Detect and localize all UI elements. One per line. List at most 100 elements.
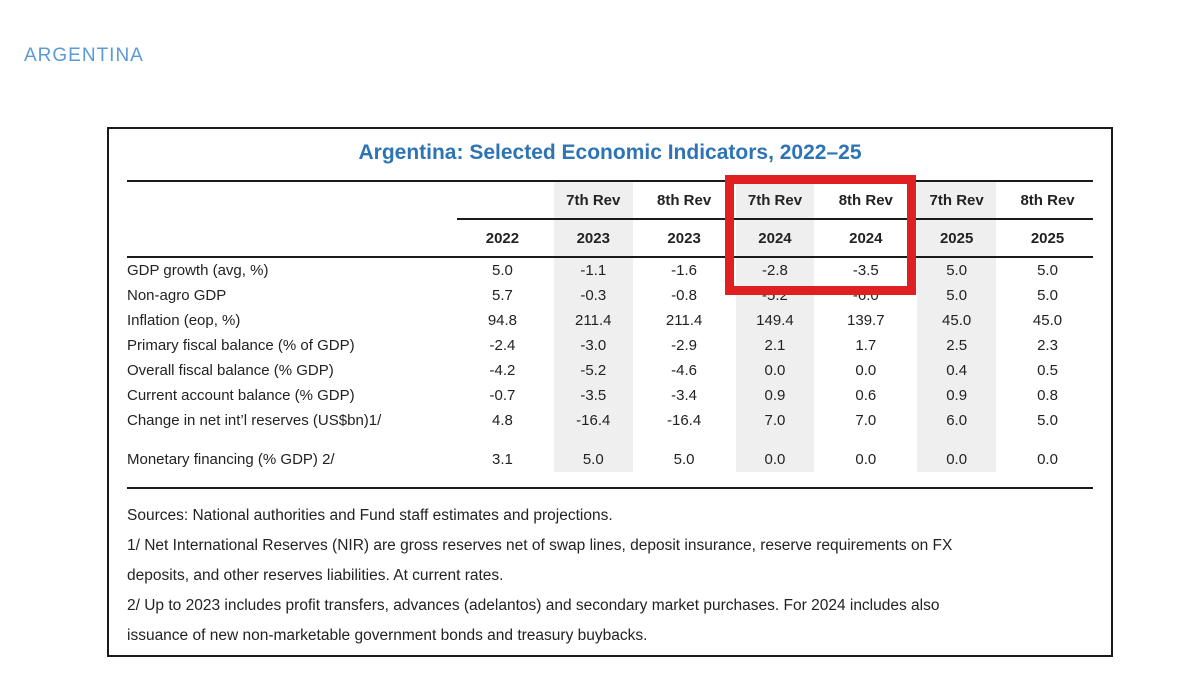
footnote-1-line-1: 1/ Net International Reserves (NIR) are … <box>127 537 953 554</box>
table-cell: 0.9 <box>911 383 1003 408</box>
economic-indicators-table: 7th Rev 8th Rev 7th Rev 8th Rev 7th Rev … <box>127 180 1093 489</box>
table-row: Overall fiscal balance (% GDP) -4.2 -5.2… <box>127 358 1093 383</box>
table-cell: -4.6 <box>671 362 698 379</box>
header-blank-cell <box>127 181 457 219</box>
table-cell: 5.0 <box>1037 262 1058 279</box>
table-cell: 0.0 <box>729 358 821 383</box>
page-title: ARGENTINA <box>24 45 144 66</box>
table-cell: 149.4 <box>729 308 821 333</box>
table-cell: -3.4 <box>671 387 698 404</box>
table-cell: 211.4 <box>665 312 703 329</box>
table-cell: -1.1 <box>547 257 639 283</box>
table-cell: 0.8 <box>1037 387 1058 404</box>
row-label: GDP growth (avg, %) <box>127 262 269 279</box>
table-cell: 1.7 <box>855 337 877 354</box>
table-row: GDP growth (avg, %) 5.0 -1.1 -1.6 -2.8 -… <box>127 257 1093 283</box>
table-cell: 5.0 <box>1037 287 1058 304</box>
table-row: Monetary financing (% GDP) 2/ 3.1 5.0 5.… <box>127 447 1093 472</box>
row-label: Current account balance (% GDP) <box>127 387 355 404</box>
header-year-cell: 2023 <box>638 219 730 258</box>
table-cell: -1.6 <box>671 262 698 279</box>
header-year-cell: 2024 <box>820 219 912 258</box>
table-cell: -5.2 <box>547 358 639 383</box>
row-label: Non-agro GDP <box>127 287 227 304</box>
spacer-row <box>127 433 1093 447</box>
header-rev-cell: 7th Rev <box>547 181 639 220</box>
header-rev-cell: 8th Rev <box>638 181 730 220</box>
footnote-1-line-2: deposits, and other reserves liabilities… <box>127 567 504 584</box>
table-cell: 2.3 <box>1037 337 1058 354</box>
footnotes: Sources: National authorities and Fund s… <box>127 501 1093 651</box>
row-label: Inflation (eop, %) <box>127 312 241 329</box>
table-cell: 5.0 <box>673 451 695 468</box>
header-rev-cell <box>457 181 548 220</box>
header-year-cell: 2025 <box>911 219 1003 258</box>
table-cell: 5.0 <box>491 262 513 279</box>
table-cell: 45.0 <box>911 308 1003 333</box>
row-label: Primary fiscal balance (% of GDP) <box>127 337 355 354</box>
table-cell: 6.0 <box>911 408 1003 433</box>
table-row: Current account balance (% GDP) -0.7 -3.… <box>127 383 1093 408</box>
table-row: Non-agro GDP 5.7 -0.3 -0.8 -5.2 -6.0 5.0… <box>127 283 1093 308</box>
table-cell: -16.4 <box>547 408 639 433</box>
table-cell: 139.7 <box>847 312 885 329</box>
table-cell: -5.2 <box>729 283 821 308</box>
table-header-year-row: 2022 2023 2023 2024 2024 2025 2025 <box>127 219 1093 258</box>
table-cell: 3.1 <box>491 451 513 468</box>
table-cell: 5.0 <box>911 283 1003 308</box>
table-cell: -6.0 <box>852 287 879 304</box>
table-cell: 0.0 <box>911 447 1003 472</box>
table-cell: 0.9 <box>729 383 821 408</box>
table-cell: 0.6 <box>855 387 877 404</box>
table-header-rev-row: 7th Rev 8th Rev 7th Rev 8th Rev 7th Rev … <box>127 181 1093 220</box>
table-cell: 211.4 <box>547 308 639 333</box>
indicators-table-container: Argentina: Selected Economic Indicators,… <box>107 127 1113 657</box>
table-cell: 2.5 <box>911 333 1003 358</box>
source-note: Sources: National authorities and Fund s… <box>127 507 613 524</box>
header-rev-cell: 7th Rev <box>911 181 1003 220</box>
table-cell: -0.8 <box>671 287 698 304</box>
bottom-rule-row <box>127 472 1093 489</box>
table-cell: -3.0 <box>547 333 639 358</box>
table-cell: 0.4 <box>911 358 1003 383</box>
table-cell: 0.0 <box>729 447 821 472</box>
table-cell: -2.8 <box>729 257 821 283</box>
table-cell: 0.5 <box>1037 362 1058 379</box>
table-row: Inflation (eop, %) 94.8 211.4 211.4 149.… <box>127 308 1093 333</box>
table-cell: 7.0 <box>729 408 821 433</box>
header-year-cell: 2025 <box>1002 219 1093 258</box>
footnote-2-line-2: issuance of new non-marketable governmen… <box>127 627 648 644</box>
row-label: Change in net int’l reserves (US$bn)1/ <box>127 412 382 429</box>
table-cell: -4.2 <box>489 362 516 379</box>
table-cell: -3.5 <box>852 262 879 279</box>
table-cell: 2.1 <box>729 333 821 358</box>
row-label: Overall fiscal balance (% GDP) <box>127 362 334 379</box>
table-cell: 0.0 <box>1037 451 1058 468</box>
table-cell: -16.4 <box>667 412 702 429</box>
header-rev-cell: 8th Rev <box>1002 181 1093 220</box>
table-cell: 7.0 <box>855 412 877 429</box>
header-year-cell: 2022 <box>457 219 548 258</box>
table-cell: 5.0 <box>1037 412 1058 429</box>
table-cell: -3.5 <box>547 383 639 408</box>
header-year-cell: 2024 <box>729 219 821 258</box>
table-cell: -0.7 <box>489 387 516 404</box>
header-rev-cell: 8th Rev <box>820 181 912 220</box>
table-cell: -2.9 <box>671 337 698 354</box>
table-title: Argentina: Selected Economic Indicators,… <box>358 141 862 164</box>
header-year-cell: 2023 <box>547 219 639 258</box>
table-cell: -0.3 <box>547 283 639 308</box>
header-rev-cell: 7th Rev <box>729 181 821 220</box>
table-row: Change in net int’l reserves (US$bn)1/ 4… <box>127 408 1093 433</box>
footnote-2-line-1: 2/ Up to 2023 includes profit transfers,… <box>127 597 940 614</box>
table-cell: 0.0 <box>855 362 877 379</box>
table-row: Primary fiscal balance (% of GDP) -2.4 -… <box>127 333 1093 358</box>
row-label: Monetary financing (% GDP) 2/ <box>127 451 335 468</box>
header-blank-cell <box>127 219 457 258</box>
table-cell: 5.0 <box>911 257 1003 283</box>
table-cell: -2.4 <box>489 337 516 354</box>
table-cell: 5.7 <box>491 287 513 304</box>
table-cell: 5.0 <box>547 447 639 472</box>
table-cell: 4.8 <box>491 412 513 429</box>
